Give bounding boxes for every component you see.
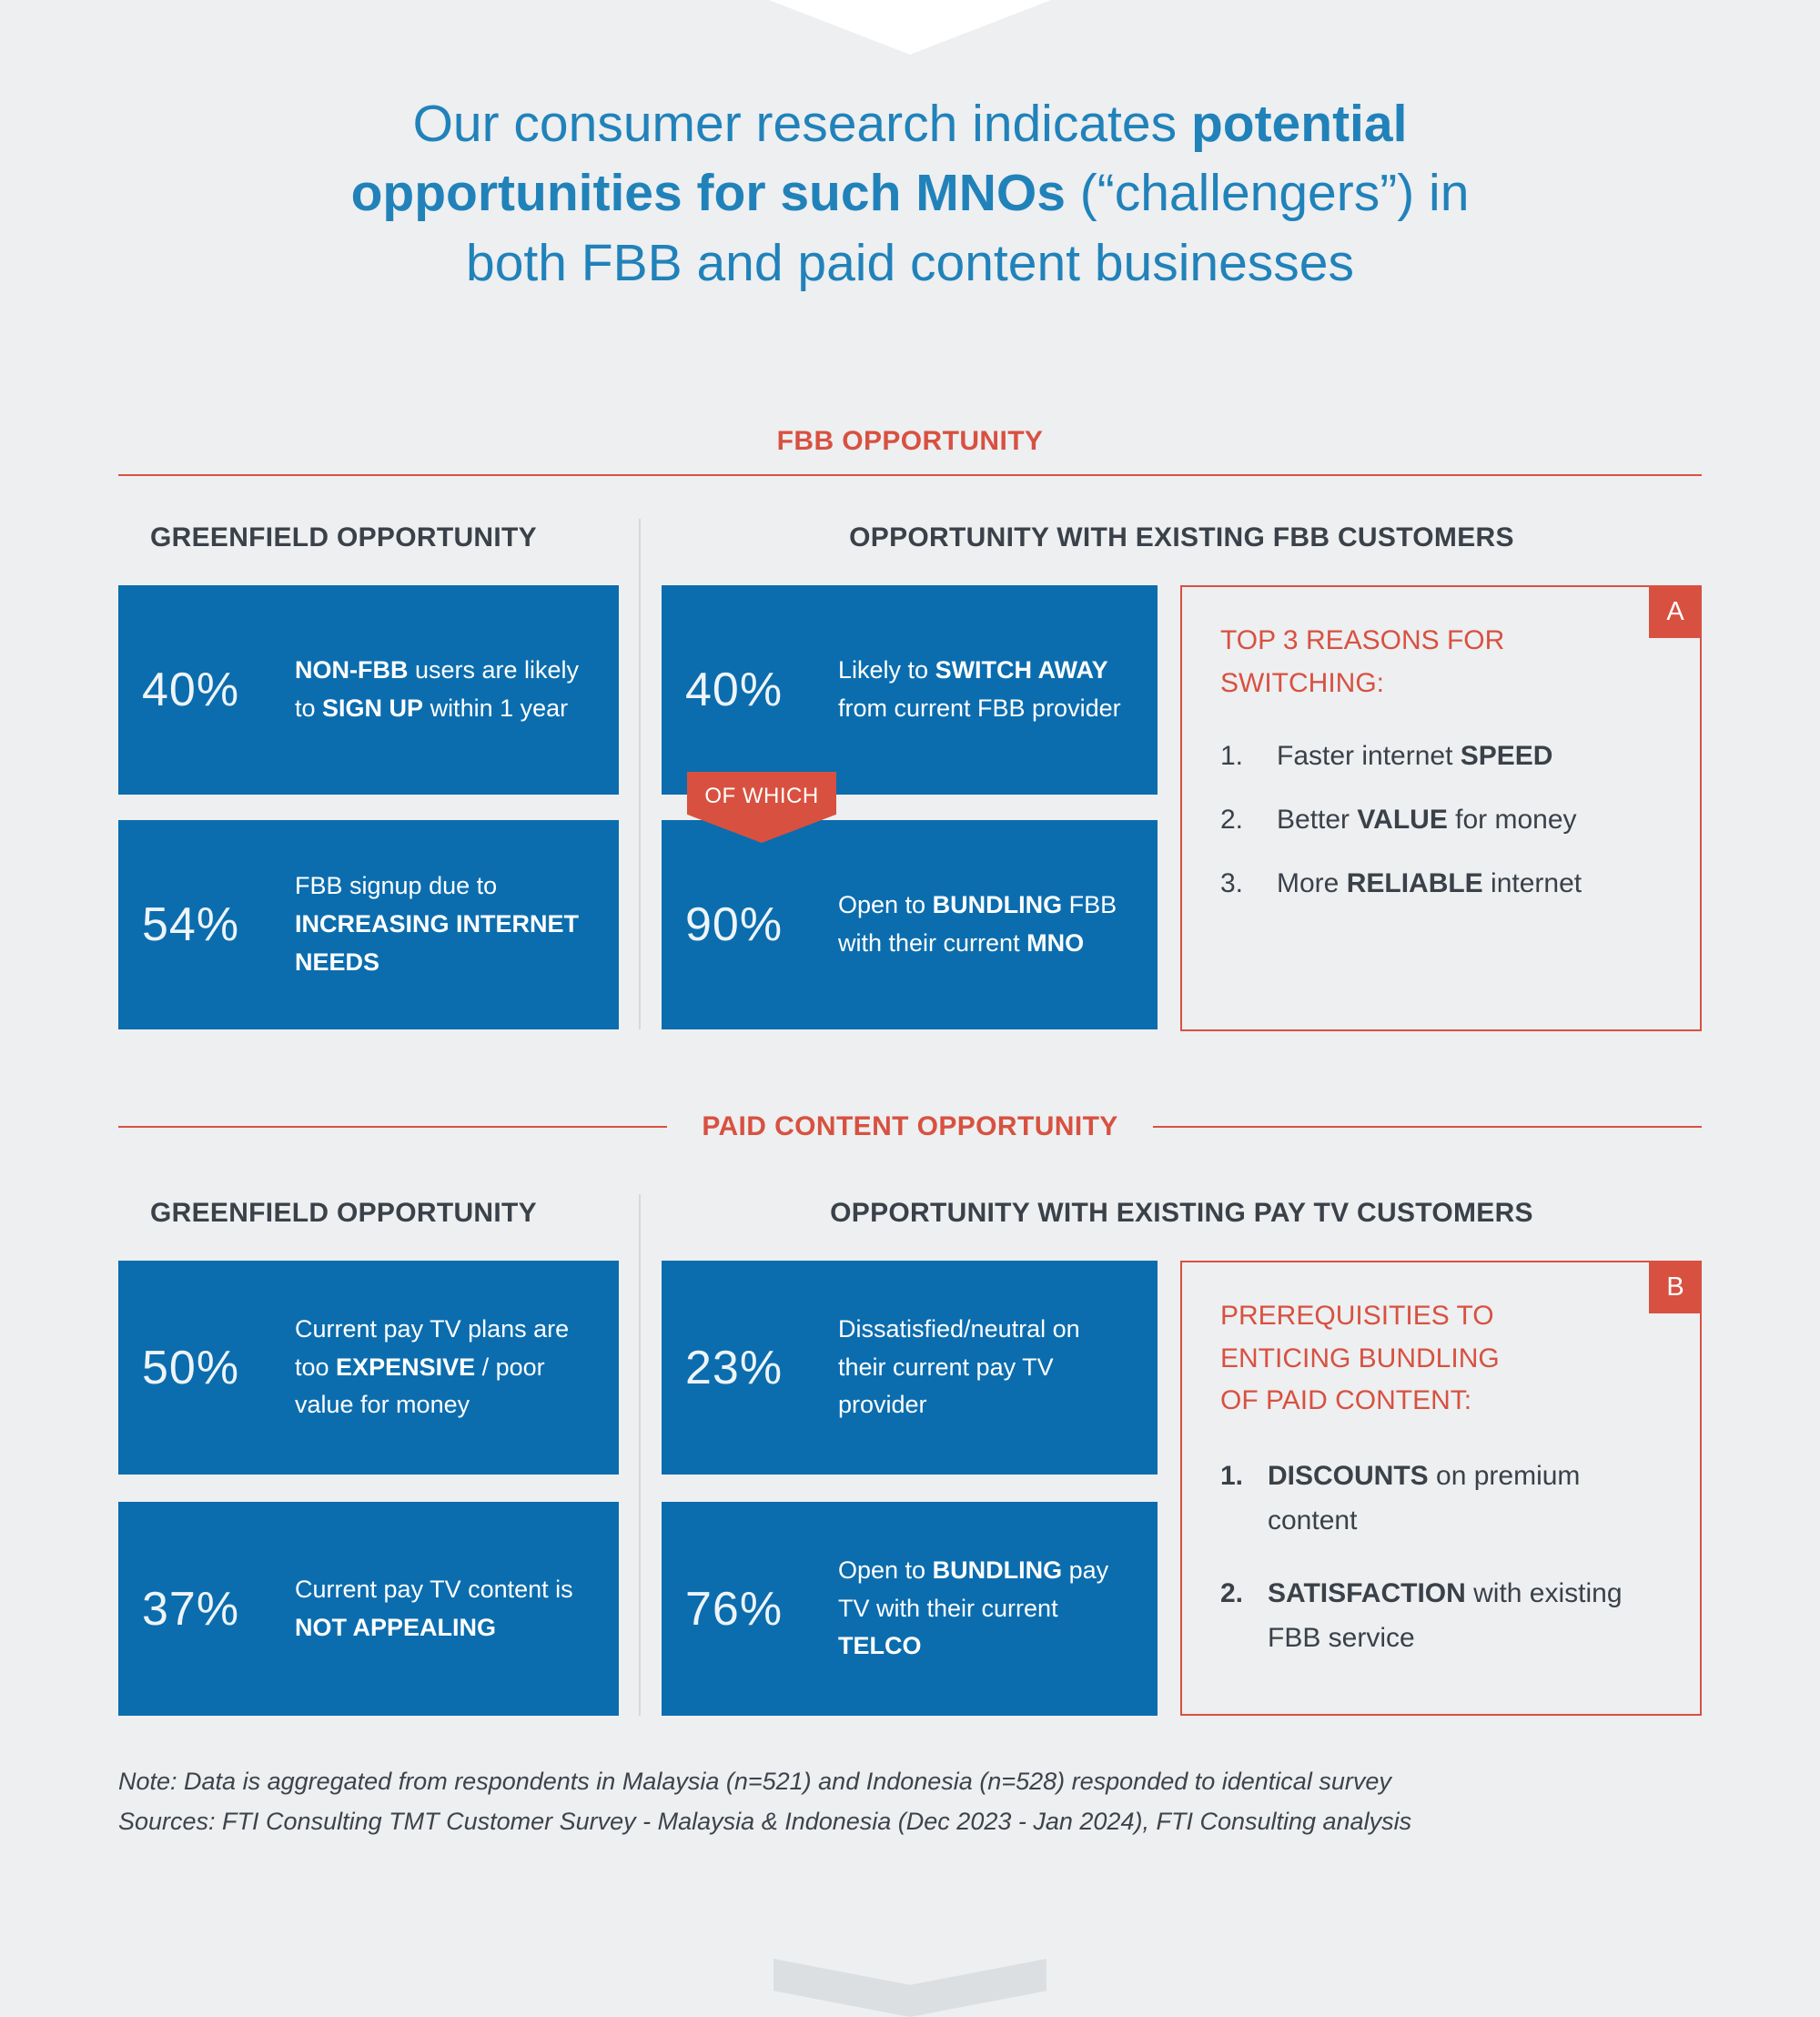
prerequisites-callout: B PREREQUISITIES TO ENTICING BUNDLING OF… — [1180, 1261, 1702, 1716]
callout-b-title: PREREQUISITIES TO ENTICING BUNDLING OF P… — [1220, 1301, 1500, 1415]
callout-tag-a: A — [1649, 585, 1702, 638]
callout-b-content: PREREQUISITIES TO ENTICING BUNDLING OF P… — [1182, 1262, 1700, 1661]
paid-existing-column-header: OPPORTUNITY WITH EXISTING PAY TV CUSTOME… — [830, 1198, 1533, 1228]
stat-open-bundling-paytv: 76% Open to BUNDLING pay TV with their c… — [662, 1502, 1158, 1716]
prerequisite-item: 1. DISCOUNTS on premium content — [1220, 1454, 1663, 1544]
stat-value: 76% — [685, 1582, 784, 1636]
paid-section-header-row: PAID CONTENT OPPORTUNITY — [118, 1111, 1703, 1142]
stat-value: 40% — [685, 664, 784, 716]
reason-number: 2. — [1220, 805, 1244, 835]
paid-section-rule-right — [1152, 1126, 1703, 1128]
prerequisite-text: DISCOUNTS on premium content — [1268, 1460, 1581, 1536]
reason-item: 1. Faster internet SPEED — [1220, 735, 1663, 776]
fbb-section-header: FBB OPPORTUNITY — [776, 426, 1044, 456]
top-reasons-callout: A TOP 3 REASONS FOR SWITCHING: 1. Faster… — [1180, 585, 1702, 1031]
bottom-chevron-decoration — [774, 1959, 1046, 2017]
column-divider — [639, 519, 641, 1029]
stat-nonfbb-likely-signup: 40% NON-FBB users are likely to SIGN UP … — [118, 585, 619, 795]
paid-section-rule-left — [118, 1126, 668, 1128]
fbb-existing-column-header: OPPORTUNITY WITH EXISTING FBB CUSTOMERS — [849, 522, 1514, 552]
reason-item: 3. More RELIABLE internet — [1220, 863, 1663, 904]
reason-text: Faster internet SPEED — [1277, 741, 1553, 771]
stat-value: 40% — [142, 664, 240, 716]
reason-number: 3. — [1220, 868, 1244, 898]
stat-paytv-dissatisfied: 23% Dissatisfied/neutral on their curren… — [662, 1261, 1158, 1475]
prerequisite-item: 2. SATISFACTION with existing FBB servic… — [1220, 1571, 1663, 1661]
sources-text: Sources: FTI Consulting TMT Customer Sur… — [118, 1807, 1412, 1835]
stat-text: Open to BUNDLING FBB with their current … — [838, 891, 1117, 957]
reason-text: Better VALUE for money — [1277, 805, 1577, 835]
note-text: Note: Data is aggregated from respondent… — [118, 1768, 1391, 1795]
stat-paytv-not-appealing: 37% Current pay TV content is NOT APPEAL… — [118, 1502, 619, 1716]
stat-open-bundling-fbb: 90% Open to BUNDLING FBB with their curr… — [662, 820, 1158, 1029]
stat-text: Dissatisfied/neutral on their current pa… — [838, 1314, 1080, 1419]
prerequisite-number: 2. — [1220, 1577, 1244, 1608]
stat-value: 37% — [142, 1582, 240, 1636]
prerequisite-text: SATISFACTION with existing FBB service — [1268, 1577, 1623, 1654]
column-divider — [639, 1194, 641, 1716]
fbb-section-rule — [118, 474, 1702, 476]
stat-text: Open to BUNDLING pay TV with their curre… — [838, 1556, 1109, 1660]
slide-title: Our consumer research indicates potentia… — [350, 95, 1470, 292]
reason-text: More RELIABLE internet — [1277, 868, 1582, 898]
footnote-block: Note: Data is aggregated from respondent… — [118, 1762, 1411, 1841]
top-chevron-decoration — [769, 0, 1051, 55]
stat-text: Current pay TV content is NOT APPEALING — [295, 1575, 573, 1641]
callout-a-title: TOP 3 REASONS FOR SWITCHING: — [1220, 625, 1505, 698]
fbb-greenfield-column-header: GREENFIELD OPPORTUNITY — [150, 522, 537, 552]
stat-text: NON-FBB users are likely to SIGN UP with… — [295, 656, 580, 722]
reason-item: 2. Better VALUE for money — [1220, 799, 1663, 840]
stat-switch-away: 40% Likely to SWITCH AWAY from current F… — [662, 585, 1158, 795]
stat-fbb-signup-internet-needs: 54% FBB signup due to INCREASING INTERNE… — [118, 820, 619, 1029]
stat-paytv-expensive: 50% Current pay TV plans are too EXPENSI… — [118, 1261, 619, 1475]
stat-text: Current pay TV plans are too EXPENSIVE /… — [295, 1314, 570, 1419]
stat-value: 23% — [685, 1341, 784, 1394]
stat-value: 90% — [685, 898, 784, 951]
stat-value: 54% — [142, 898, 240, 951]
prerequisite-number: 1. — [1220, 1460, 1244, 1491]
stat-text: Likely to SWITCH AWAY from current FBB p… — [838, 656, 1121, 722]
callout-tag-b: B — [1649, 1261, 1702, 1313]
callout-a-content: TOP 3 REASONS FOR SWITCHING: 1. Faster i… — [1182, 587, 1700, 904]
stat-value: 50% — [142, 1341, 240, 1394]
reason-number: 1. — [1220, 741, 1244, 771]
stat-text: FBB signup due to INCREASING INTERNET NE… — [295, 872, 580, 976]
paid-section-header: PAID CONTENT OPPORTUNITY — [702, 1111, 1118, 1141]
paid-greenfield-column-header: GREENFIELD OPPORTUNITY — [150, 1198, 537, 1228]
